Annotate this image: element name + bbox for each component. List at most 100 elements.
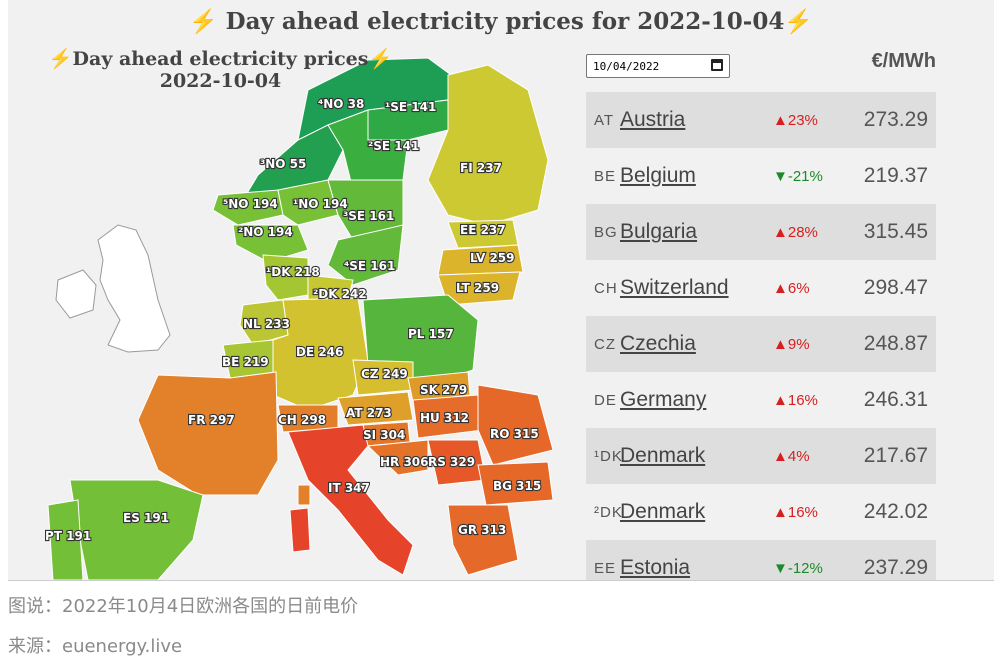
price-table: AT Austria ▲23% 273.29 BE Belgium ▼-21% 219.37 B… bbox=[586, 92, 936, 580]
price-value: 315.45 bbox=[863, 220, 928, 243]
map-label-ee: EE 237 bbox=[460, 223, 506, 237]
map-label-hr: HR 306 bbox=[380, 455, 429, 469]
image-source: 来源：euenergy.live bbox=[8, 636, 183, 657]
price-value: 237.29 bbox=[863, 556, 928, 579]
country-link[interactable]: Czechia bbox=[620, 332, 696, 355]
table-row: EE Estonia ▼-12% 237.29 bbox=[586, 540, 936, 580]
map-label-se4: ⁴SE 161 bbox=[344, 259, 395, 273]
price-change: ▼-12% bbox=[773, 559, 823, 577]
europe-price-map: ⁴NO 38 ¹SE 141 ²SE 141 ³NO 55 FI 237 ⁵NO 194 ¹… bbox=[44, 57, 554, 580]
country-code: ¹DK bbox=[594, 447, 623, 465]
country-link[interactable]: Denmark bbox=[620, 500, 706, 523]
map-region-it bbox=[287, 424, 414, 576]
country-code: CZ bbox=[594, 335, 616, 353]
map-region-ie bbox=[55, 269, 97, 319]
image-caption: 图说：2022年10月4日欧洲各国的日前电价 bbox=[8, 596, 359, 617]
map-label-pl: PL 157 bbox=[408, 327, 454, 341]
map-label-nl: NL 233 bbox=[243, 317, 290, 331]
table-row: BG Bulgaria ▲28% 315.45 bbox=[586, 204, 936, 260]
country-code: DE bbox=[594, 391, 617, 409]
lightning-icon: ⚡ bbox=[368, 48, 393, 71]
map-title-line2: 2022-10-04 bbox=[159, 70, 282, 92]
map-label-rs: RS 329 bbox=[428, 455, 475, 469]
map-label-se2: ²SE 141 bbox=[368, 139, 419, 153]
map-region-se2 bbox=[327, 109, 409, 191]
price-value: 217.67 bbox=[863, 444, 928, 467]
map-region-no2 bbox=[232, 224, 309, 263]
map-region-at bbox=[337, 391, 414, 426]
map-region-lv bbox=[437, 244, 524, 276]
map-region-hr bbox=[366, 439, 429, 476]
map-label-fi: FI 237 bbox=[460, 161, 502, 175]
map-label-lv: LV 259 bbox=[470, 251, 515, 265]
price-value: 242.02 bbox=[863, 500, 928, 523]
country-link[interactable]: Belgium bbox=[620, 164, 696, 187]
date-input-value: 10/04/2022 bbox=[593, 59, 660, 73]
map-region-fr bbox=[137, 371, 279, 496]
map-label-es: ES 191 bbox=[123, 511, 169, 525]
map-title-line1: ⚡Day ahead electricity prices⚡ bbox=[48, 48, 393, 71]
map-region-se4 bbox=[327, 224, 404, 286]
table-row: BE Belgium ▼-21% 219.37 bbox=[586, 148, 936, 204]
map-region-gr bbox=[447, 504, 519, 576]
table-row: ¹DK Denmark ▲4% 217.67 bbox=[586, 428, 936, 484]
country-link[interactable]: Germany bbox=[620, 388, 707, 411]
calendar-icon[interactable] bbox=[711, 59, 723, 71]
unit-header: €/MWh bbox=[871, 50, 936, 72]
lightning-icon: ⚡ bbox=[784, 8, 814, 36]
map-label-at: AT 273 bbox=[346, 406, 392, 420]
price-change: ▲23% bbox=[773, 111, 818, 129]
map-label-no4: ⁴NO 38 bbox=[318, 97, 364, 111]
map-label-si: SI 304 bbox=[363, 428, 405, 442]
country-link[interactable]: Estonia bbox=[620, 556, 691, 579]
divider bbox=[8, 580, 994, 581]
country-code: AT bbox=[594, 111, 615, 129]
map-label-dk2: ²DK 242 bbox=[313, 287, 367, 301]
map-label-lt: LT 259 bbox=[456, 281, 499, 295]
country-link[interactable]: Switzerland bbox=[620, 276, 729, 299]
map-label-fr: FR 297 bbox=[188, 413, 235, 427]
table-row: DE Germany ▲16% 246.31 bbox=[586, 372, 936, 428]
page-title: ⚡ Day ahead electricity prices for 2022-… bbox=[188, 8, 814, 36]
table-row: AT Austria ▲23% 273.29 bbox=[586, 92, 936, 148]
map-region-dk1 bbox=[262, 254, 309, 301]
map-label-no5: ⁵NO 194 bbox=[223, 197, 278, 211]
country-code: ²DK bbox=[594, 503, 623, 521]
price-value: 219.37 bbox=[863, 164, 928, 187]
map-label-pt: PT 191 bbox=[45, 529, 91, 543]
price-change: ▼-21% bbox=[773, 167, 823, 185]
country-link[interactable]: Bulgaria bbox=[620, 220, 698, 243]
price-change: ▲16% bbox=[773, 503, 818, 521]
map-region-fi bbox=[427, 64, 549, 226]
map-label-no1: ¹NO 194 bbox=[293, 197, 348, 211]
date-input[interactable]: 10/04/2022 bbox=[586, 54, 730, 78]
price-change: ▲6% bbox=[773, 279, 810, 297]
map-region-corsica bbox=[297, 484, 311, 506]
map-region-ro bbox=[477, 384, 554, 466]
country-link[interactable]: Austria bbox=[620, 108, 686, 131]
map-region-no5 bbox=[212, 189, 284, 226]
map-title: ⚡Day ahead electricity prices⚡ 2022-10-0… bbox=[48, 48, 393, 93]
country-code: EE bbox=[594, 559, 617, 577]
map-region-pt bbox=[47, 499, 84, 580]
map-label-no2: ²NO 194 bbox=[238, 225, 293, 239]
table-row: CZ Czechia ▲9% 248.87 bbox=[586, 316, 936, 372]
map-region-sk bbox=[407, 371, 471, 403]
map-label-hu: HU 312 bbox=[420, 411, 469, 425]
price-change: ▲16% bbox=[773, 391, 818, 409]
country-code: BG bbox=[594, 223, 618, 241]
price-value: 248.87 bbox=[863, 332, 928, 355]
price-change: ▲9% bbox=[773, 335, 810, 353]
map-label-de: DE 246 bbox=[296, 345, 343, 359]
screenshot-frame: ⁴NO 38 ¹SE 141 ²SE 141 ³NO 55 FI 237 ⁵NO 194 ¹… bbox=[8, 0, 994, 580]
table-row: ²DK Denmark ▲16% 242.02 bbox=[586, 484, 936, 540]
map-label-ch: CH 298 bbox=[278, 413, 326, 427]
table-row: CH Switzerland ▲6% 298.47 bbox=[586, 260, 936, 316]
map-label-gr: GR 313 bbox=[458, 523, 506, 537]
map-label-it: IT 347 bbox=[328, 481, 370, 495]
map-region-bg bbox=[477, 461, 554, 506]
price-change: ▲4% bbox=[773, 447, 810, 465]
map-label-be: BE 219 bbox=[222, 355, 269, 369]
map-label-se3: ³SE 161 bbox=[343, 209, 394, 223]
country-link[interactable]: Denmark bbox=[620, 444, 706, 467]
